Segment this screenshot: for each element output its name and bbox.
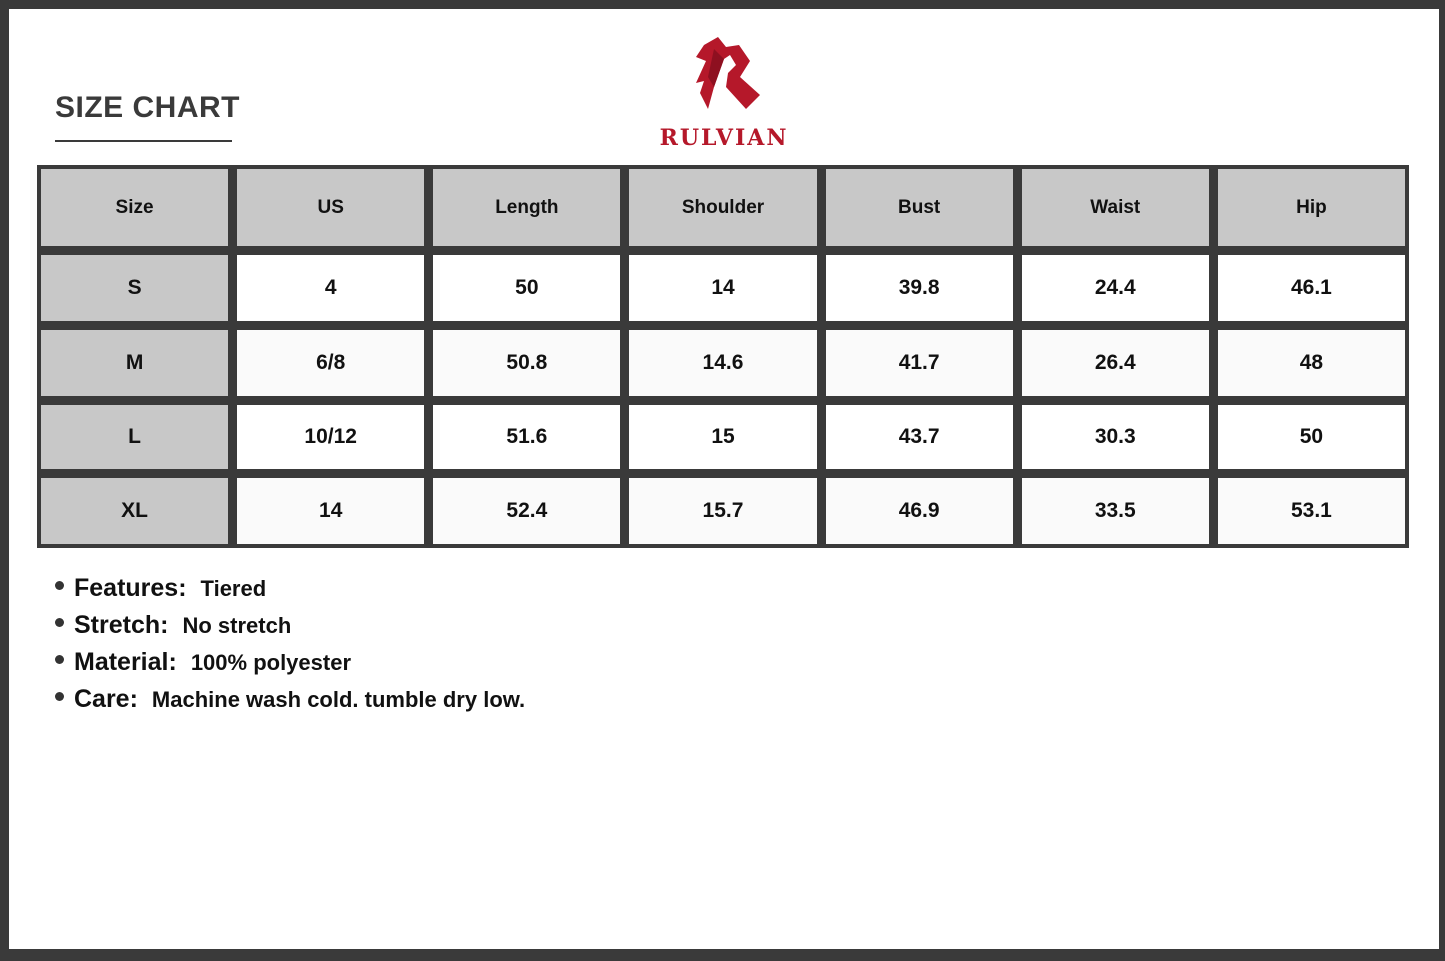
spec-label: Stretch: [74, 611, 169, 639]
table-cell: 41.7 [825, 330, 1013, 396]
column-header: Length [433, 169, 621, 246]
table-cell: 46.1 [1217, 255, 1405, 321]
column-header: Shoulder [629, 169, 817, 246]
brand-r-icon [696, 37, 760, 109]
column-header: Waist [1021, 169, 1209, 246]
size-label-cell: S [41, 255, 229, 321]
table-cell: 14 [629, 255, 817, 321]
table-cell: 15.7 [629, 478, 817, 544]
title-underline [55, 140, 232, 142]
column-header: US [237, 169, 425, 246]
table-cell: 46.9 [825, 478, 1013, 544]
table-cell: 14 [237, 478, 425, 544]
table-cell: 50 [1217, 405, 1405, 469]
table-cell: 24.4 [1021, 255, 1209, 321]
table-cell: 43.7 [825, 405, 1013, 469]
page-title: SIZE CHART [55, 91, 240, 124]
spec-label: Features: [74, 574, 187, 602]
table-cell: 39.8 [825, 255, 1013, 321]
bullet-icon [55, 618, 64, 627]
spec-item: Stretch: No stretch [55, 611, 525, 648]
table-cell: 53.1 [1217, 478, 1405, 544]
spec-value: No stretch [182, 613, 292, 638]
spec-value: Tiered [200, 576, 267, 601]
table-cell: 26.4 [1021, 330, 1209, 396]
size-table: Size US Length Shoulder Bust Waist Hip S 4 50 14 39… [37, 165, 1409, 548]
size-label-cell: L [41, 405, 229, 469]
table-cell: 15 [629, 405, 817, 469]
size-label-cell: XL [41, 478, 229, 544]
bullet-icon [55, 655, 64, 664]
table-cell: 51.6 [433, 405, 621, 469]
table-cell: 14.6 [629, 330, 817, 396]
column-header: Bust [825, 169, 1013, 246]
spec-label: Material: [74, 648, 177, 676]
spec-value: Machine wash cold. tumble dry low. [151, 687, 526, 712]
brand-logo: RULVIAN [639, 37, 809, 151]
table-cell: 30.3 [1021, 405, 1209, 469]
spec-item: Features: Tiered [55, 574, 525, 611]
table-cell: 33.5 [1021, 478, 1209, 544]
table-cell: 48 [1217, 330, 1405, 396]
table-cell: 10/12 [237, 405, 425, 469]
column-header: Size [41, 169, 229, 246]
spec-item: Material: 100% polyester [55, 648, 525, 685]
table-cell: 4 [237, 255, 425, 321]
table-cell: 50.8 [433, 330, 621, 396]
bullet-icon [55, 692, 64, 701]
column-header: Hip [1217, 169, 1405, 246]
spec-item: Care: Machine wash cold. tumble dry low. [55, 685, 525, 722]
table-cell: 50 [433, 255, 621, 321]
spec-value: 100% polyester [190, 650, 352, 675]
spec-list: Features: Tiered Stretch: No stretch Materia… [55, 574, 525, 722]
table-cell: 6/8 [237, 330, 425, 396]
spec-label: Care: [74, 685, 138, 713]
table-cell: 52.4 [433, 478, 621, 544]
size-label-cell: M [41, 330, 229, 396]
brand-name: RULVIAN [659, 125, 789, 151]
bullet-icon [55, 581, 64, 590]
